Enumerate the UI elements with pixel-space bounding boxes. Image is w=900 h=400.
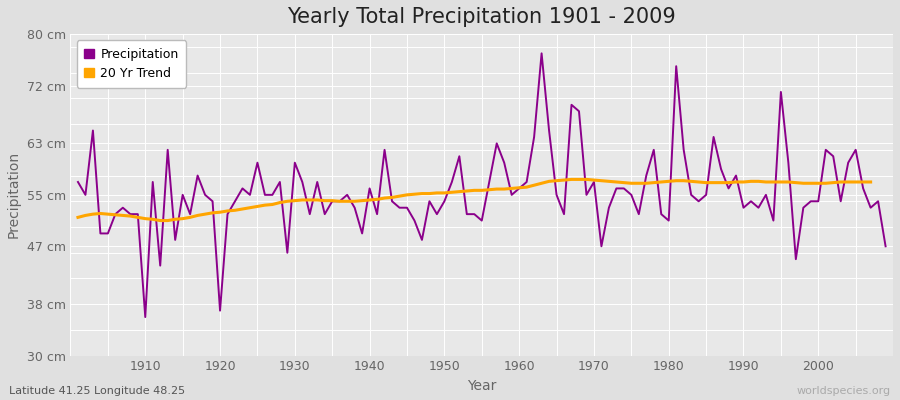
Title: Yearly Total Precipitation 1901 - 2009: Yearly Total Precipitation 1901 - 2009: [287, 7, 676, 27]
Y-axis label: Precipitation: Precipitation: [7, 151, 21, 238]
X-axis label: Year: Year: [467, 379, 497, 393]
Legend: Precipitation, 20 Yr Trend: Precipitation, 20 Yr Trend: [76, 40, 186, 88]
Text: Latitude 41.25 Longitude 48.25: Latitude 41.25 Longitude 48.25: [9, 386, 185, 396]
Text: worldspecies.org: worldspecies.org: [796, 386, 891, 396]
